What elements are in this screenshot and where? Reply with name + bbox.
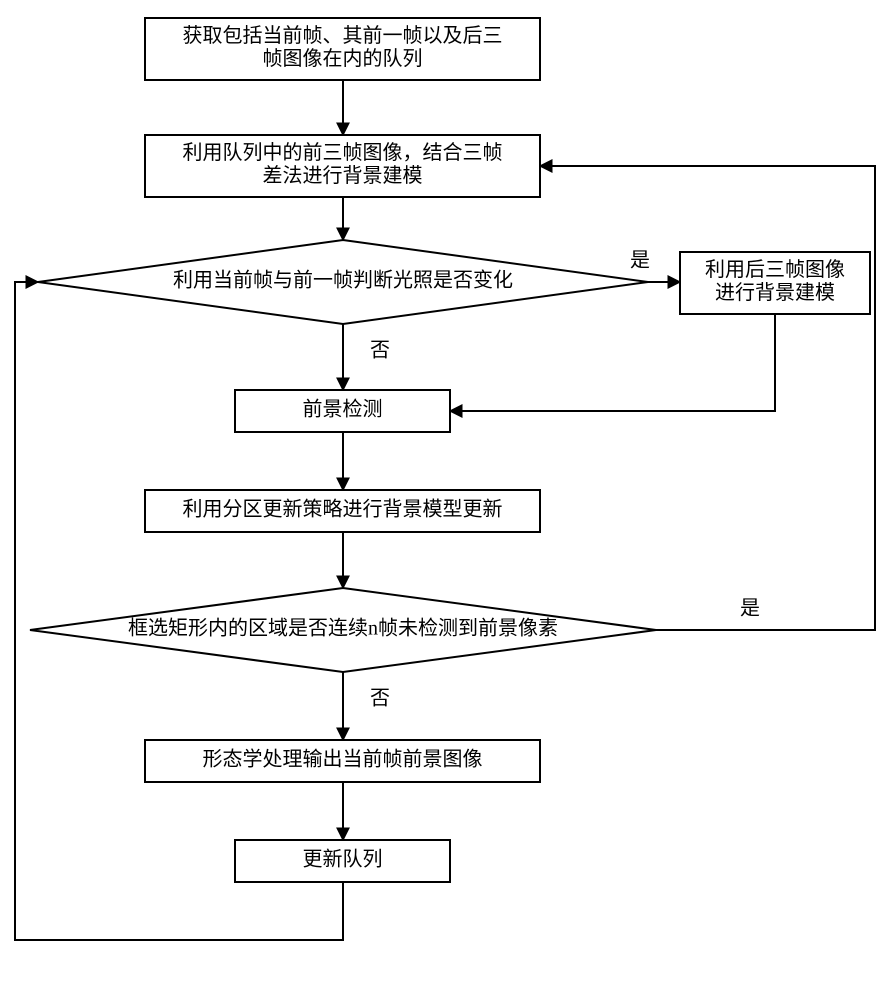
node-n9-line-0: 更新队列 (303, 848, 383, 871)
node-n2-line-1: 差法进行背景建模 (263, 164, 423, 187)
node-n5-line-0: 前景检测 (303, 398, 383, 421)
edge-label-n3-n4: 是 (630, 250, 650, 272)
node-n4-line-0: 利用后三帧图像 (705, 258, 845, 281)
edge-label-n7-n8: 否 (370, 688, 390, 710)
edge-label-n3-n5: 否 (370, 340, 390, 362)
node-n1-line-1: 帧图像在内的队列 (263, 47, 423, 70)
node-n3-line-0: 利用当前帧与前一帧判断光照是否变化 (173, 269, 513, 292)
flowchart: 是否是否获取包括当前帧、其前一帧以及后三帧图像在内的队列利用队列中的前三帧图像，… (0, 0, 889, 1000)
node-n4-line-1: 进行背景建模 (715, 281, 835, 304)
node-n1-line-0: 获取包括当前帧、其前一帧以及后三 (183, 24, 503, 47)
edge-n7-n2 (540, 166, 875, 630)
edge-n4-n5 (450, 314, 775, 411)
node-n8-line-0: 形态学处理输出当前帧前景图像 (203, 748, 483, 771)
node-n7-line-0: 框选矩形内的区域是否连续n帧未检测到前景像素 (128, 617, 558, 640)
edge-label-n7-n2: 是 (740, 598, 760, 620)
node-n6-line-0: 利用分区更新策略进行背景模型更新 (183, 498, 503, 521)
node-n2-line-0: 利用队列中的前三帧图像，结合三帧 (183, 141, 503, 164)
